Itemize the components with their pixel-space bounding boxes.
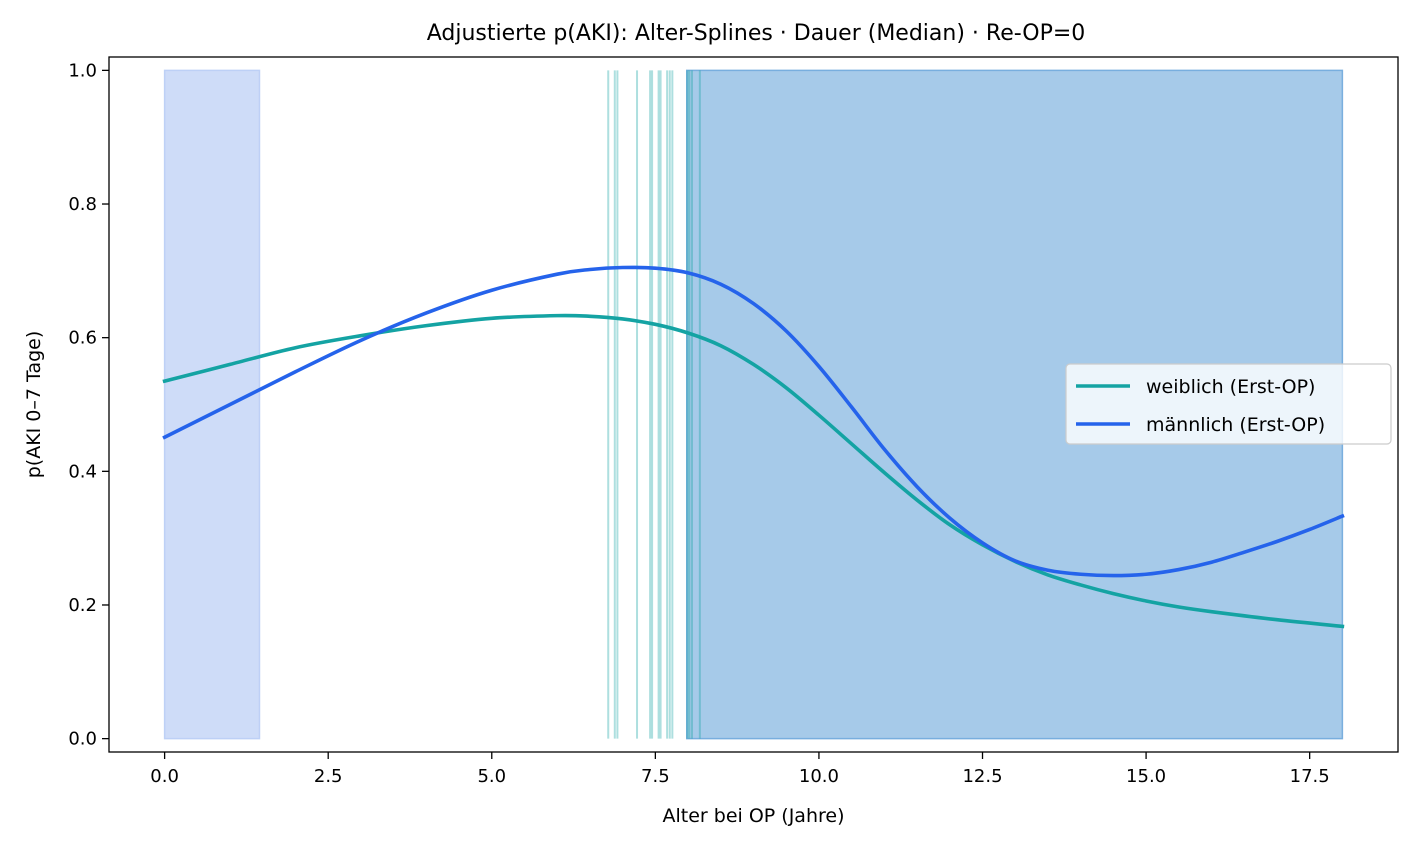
x-tick-label: 17.5 [1290, 766, 1330, 787]
y-tick-label: 0.6 [68, 328, 97, 349]
x-axis-title: Alter bei OP (Jahre) [663, 805, 845, 827]
x-tick-label: 10.0 [799, 766, 839, 787]
x-tick-label: 2.5 [314, 766, 343, 787]
y-tick-label: 0.4 [68, 461, 97, 482]
legend-label: weiblich (Erst-OP) [1146, 376, 1315, 398]
rug-lines [607, 70, 701, 739]
series-line-1 [162, 313, 1345, 629]
y-tick-label: 0.2 [68, 595, 97, 616]
y-tick-label: 0.0 [68, 729, 97, 750]
legend-box [1065, 363, 1392, 445]
y-axis-ticks: 0.0 0.2 0.4 0.6 0.8 1.0 [68, 60, 109, 750]
x-tick-label: 7.5 [641, 766, 670, 787]
x-tick-label: 12.5 [962, 766, 1002, 787]
series-line-2 [162, 265, 1345, 578]
y-axis-title: p(AKI 0–7 Tage) [23, 331, 45, 479]
legend: weiblich (Erst-OP) männlich (Erst-OP) [1065, 363, 1392, 445]
x-tick-label: 0.0 [150, 766, 179, 787]
x-axis-ticks: 0.0 2.5 5.0 7.5 10.0 12.5 15.0 17.5 [150, 752, 1330, 787]
chart-title: Adjustierte p(AKI): Alter-Splines · Daue… [427, 21, 1086, 46]
y-tick-label: 0.8 [68, 194, 97, 215]
y-tick-label: 1.0 [68, 60, 97, 81]
series-lines [162, 265, 1345, 629]
legend-label: männlich (Erst-OP) [1146, 414, 1325, 436]
x-tick-label: 15.0 [1126, 766, 1166, 787]
plot-frame [108, 56, 1399, 753]
x-tick-label: 5.0 [477, 766, 506, 787]
shaded-region-1 [163, 69, 261, 740]
